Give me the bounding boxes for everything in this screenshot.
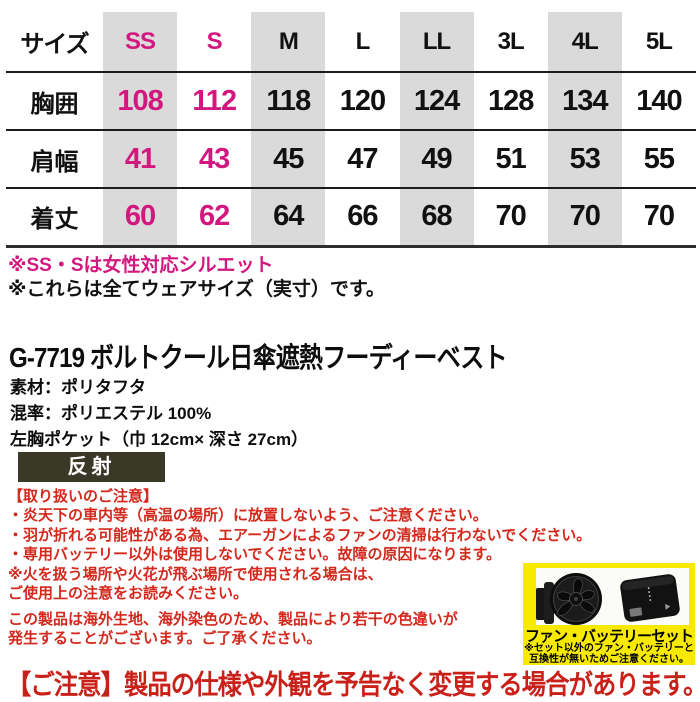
size-value-cell: 70 [621, 188, 696, 248]
size-value-cell: 66 [325, 188, 400, 248]
handling-notes: 【取り扱いのご注意】 ・炎天下の車内等（高温の場所）に放置しないよう、ご注意くだ… [8, 487, 591, 603]
size-value-cell: 134 [547, 72, 622, 131]
note-actual-size: ※これらは全てウェアサイズ（実寸）です。 [8, 279, 386, 300]
size-col-ll: LL [399, 12, 474, 73]
size-value-cell: 124 [399, 72, 474, 131]
reflective-badge: 反射 [18, 452, 165, 482]
battery-image [620, 574, 680, 622]
measure-row-label: 胸囲 [6, 72, 103, 131]
fan-set-label: ファン・バッテリーセット [524, 628, 694, 645]
size-col-4l: 4L [547, 12, 622, 73]
size-value-cell: 47 [325, 130, 400, 189]
color-difference-note: この製品は海外生地、海外染色のため、製品により若干の色違いが 発生することがござ… [8, 610, 458, 649]
handling-note-line: ・羽が折れる可能性がある為、エアーガンによるファンの清掃は行わないでください。 [8, 526, 592, 544]
size-col-3l: 3L [473, 12, 548, 73]
spec-pocket: 左胸ポケット（巾 12cm× 深さ 27cm） [10, 430, 309, 449]
color-note-line: この製品は海外生地、海外染色のため、製品により若干の色違いが [8, 611, 458, 628]
handling-note-line: ・炎天下の車内等（高温の場所）に放置しないよう、ご注意ください。 [8, 507, 488, 525]
handling-note-line: ご使用上の注意をお読みください。 [8, 585, 249, 603]
fan-set-caption-line: ※セット以外のファン・バッテリーと [524, 643, 694, 654]
size-col-l: L [325, 12, 400, 73]
size-value-cell: 120 [325, 72, 400, 131]
size-value-cell: 43 [177, 130, 252, 189]
handling-note-line: ※火を扱う場所や火花が飛ぶ場所で使用される場合は、 [8, 565, 383, 583]
size-value-cell: 68 [399, 188, 474, 248]
size-value-cell: 70 [547, 188, 622, 248]
size-value-cell: 128 [473, 72, 548, 131]
fan-image [536, 573, 602, 625]
table-row-length: 着丈 60 62 64 66 68 70 70 70 [6, 188, 696, 248]
note-women-silhouette: ※SS・Sは女性対応シルエット [8, 255, 274, 276]
size-value-cell: 60 [103, 188, 178, 248]
fan-set-caption: ※セット以外のファン・バッテリーと 互換性が無いためご注意ください。 [523, 643, 695, 665]
handling-note-line: ・専用バッテリー以外は使用しないでください。故障の原因になります。 [8, 546, 502, 564]
size-value-cell: 118 [251, 72, 326, 131]
fan-battery-photo [536, 568, 689, 625]
size-value-cell: 49 [399, 130, 474, 189]
bottom-notice: 【ご注意】製品の仕様や外観を予告なく変更する場合があります。 [7, 670, 700, 700]
size-col-s: S [177, 12, 252, 73]
table-row-shoulder: 肩幅 41 43 45 47 49 51 53 55 [6, 130, 696, 189]
size-value-cell: 62 [177, 188, 252, 248]
measure-row-label: 肩幅 [6, 130, 103, 189]
handling-notes-title: 【取り扱いのご注意】 [8, 488, 159, 505]
size-value-cell: 64 [251, 188, 326, 248]
size-value-cell: 112 [177, 72, 252, 131]
size-col-ss: SS [103, 12, 178, 73]
size-header-label: サイズ [6, 12, 103, 73]
size-col-5l: 5L [621, 12, 696, 73]
size-value-cell: 45 [251, 130, 326, 189]
spec-fabric-blend: 混率：ポリエステル 100% [10, 404, 212, 423]
size-value-cell: 140 [621, 72, 696, 131]
size-value-cell: 55 [621, 130, 696, 189]
size-value-cell: 108 [103, 72, 178, 131]
size-value-cell: 51 [473, 130, 548, 189]
product-specs: 素材：ポリタフタ 混率：ポリエステル 100% 左胸ポケット（巾 12cm× 深… [10, 375, 308, 453]
spec-material: 素材：ポリタフタ [10, 378, 146, 397]
fan-battery-set-panel: ファン・バッテリーセット ※セット以外のファン・バッテリーと 互換性が無いためご… [523, 563, 695, 665]
size-value-cell: 70 [473, 188, 548, 248]
color-note-line: 発生することがございます。ご了承ください。 [8, 630, 322, 648]
table-row-chest: 胸囲 108 112 118 120 124 128 134 140 [6, 72, 696, 131]
page-title: G-7719 ボルトクール日傘遮熱フーディーベスト [9, 342, 508, 373]
measure-row-label: 着丈 [6, 188, 103, 248]
size-header-row: サイズ SS S M L LL 3L 4L 5L [6, 12, 696, 73]
fan-set-caption-line: 互換性が無いためご注意ください。 [529, 654, 689, 665]
size-chart-table: サイズ SS S M L LL 3L 4L 5L 胸囲 108 112 118 … [6, 12, 696, 248]
size-value-cell: 41 [103, 130, 178, 189]
size-value-cell: 53 [547, 130, 622, 189]
size-col-m: M [251, 12, 326, 73]
